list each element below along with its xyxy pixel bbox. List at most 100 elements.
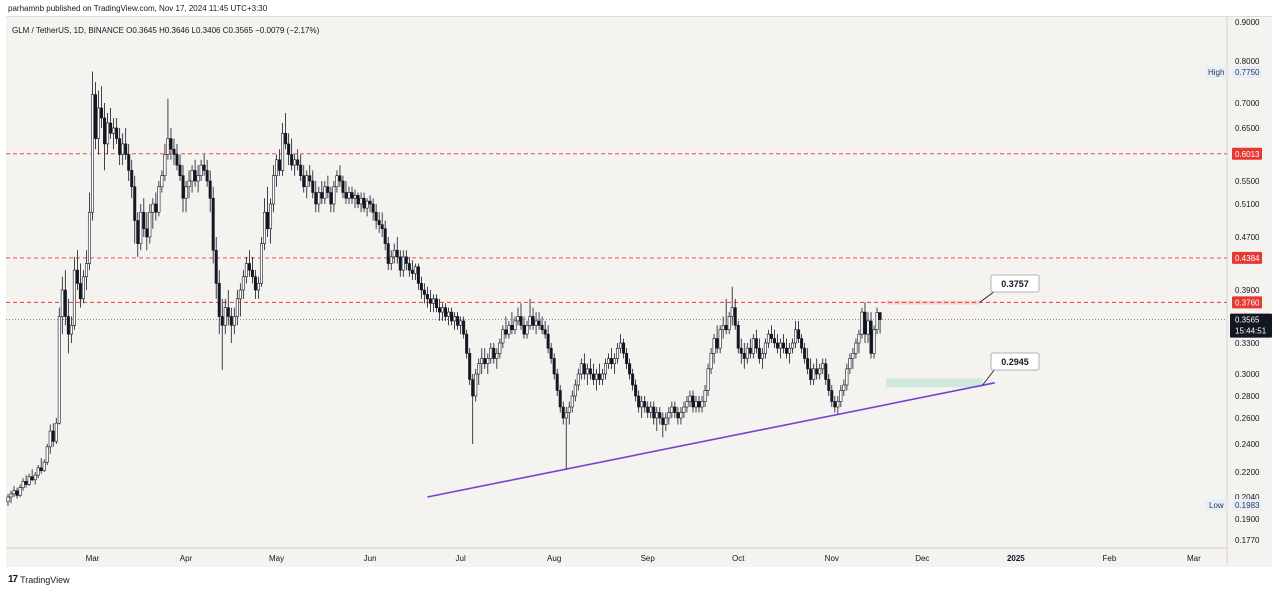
candle-body bbox=[501, 329, 505, 344]
candle-body bbox=[772, 338, 776, 344]
candle-body bbox=[60, 289, 64, 317]
candle-body bbox=[259, 243, 263, 284]
candle-body bbox=[791, 342, 795, 349]
candle-body bbox=[751, 338, 755, 354]
candle-body bbox=[591, 373, 595, 380]
candle-body bbox=[39, 467, 43, 471]
chart-frame[interactable] bbox=[6, 16, 1272, 567]
candle-body bbox=[163, 154, 167, 177]
candle-body bbox=[585, 368, 589, 375]
high-tag-label: High bbox=[1208, 68, 1224, 77]
candle-body bbox=[534, 320, 538, 326]
candle-body bbox=[407, 263, 411, 271]
candle-body bbox=[78, 283, 82, 300]
candle-body bbox=[30, 476, 34, 481]
candle-body bbox=[812, 368, 816, 380]
time-axis-tick: Mar bbox=[1187, 554, 1201, 563]
candle-body bbox=[573, 384, 577, 397]
candle-body bbox=[193, 170, 197, 182]
candle-body bbox=[344, 192, 348, 199]
candle-body bbox=[628, 363, 632, 375]
candle-body bbox=[688, 395, 692, 402]
candle-body bbox=[715, 338, 719, 349]
candle-body bbox=[356, 195, 360, 205]
candle-body bbox=[226, 307, 230, 317]
candle-body bbox=[760, 353, 764, 359]
candle-body bbox=[824, 363, 828, 380]
candle-body bbox=[531, 316, 535, 326]
candle-body bbox=[75, 269, 79, 284]
candle-body bbox=[863, 311, 867, 335]
candle-body bbox=[845, 368, 849, 386]
candle-body bbox=[223, 307, 227, 326]
candle-body bbox=[525, 325, 529, 335]
candle-body bbox=[712, 338, 716, 354]
candle-body bbox=[90, 94, 94, 213]
candle-body bbox=[87, 211, 91, 264]
candle-body bbox=[12, 490, 16, 495]
price-axis-tick: 0.2800 bbox=[1235, 392, 1260, 401]
candle-body bbox=[646, 406, 650, 413]
candle-body bbox=[537, 320, 541, 326]
candle-body bbox=[549, 347, 553, 359]
candle-body bbox=[818, 368, 822, 375]
candle-body bbox=[830, 390, 834, 402]
symbol-name[interactable]: GLM / TetherUS, 1D, BINANCE bbox=[12, 26, 124, 35]
candle-body bbox=[775, 342, 779, 349]
candle-body bbox=[266, 211, 270, 230]
candle-body bbox=[332, 186, 336, 205]
candle-body bbox=[278, 159, 282, 171]
price-axis-tick: 0.3300 bbox=[1235, 339, 1260, 348]
candle-body bbox=[350, 192, 354, 199]
candle-body bbox=[794, 329, 798, 344]
candle-body bbox=[115, 127, 119, 139]
time-axis-tick: Sep bbox=[641, 554, 656, 563]
candle-body bbox=[480, 358, 484, 364]
candle-body bbox=[431, 298, 435, 304]
callout-upper-label: 0.3757 bbox=[1001, 279, 1029, 289]
candle-body bbox=[742, 353, 746, 359]
candle-body bbox=[594, 373, 598, 380]
candle-body bbox=[6, 496, 10, 503]
candle-body bbox=[293, 159, 297, 166]
candle-body bbox=[247, 263, 251, 271]
demand-zone bbox=[886, 378, 983, 388]
candle-body bbox=[214, 249, 218, 284]
candle-body bbox=[428, 298, 432, 304]
candle-body bbox=[401, 256, 405, 271]
candle-body bbox=[441, 307, 445, 313]
candle-body bbox=[468, 353, 472, 380]
candle-body bbox=[709, 353, 713, 370]
candle-body bbox=[739, 347, 743, 354]
tradingview-logo-icon: 17 bbox=[8, 574, 18, 585]
candle-body bbox=[610, 358, 614, 364]
candle-body bbox=[320, 192, 324, 199]
candle-body bbox=[465, 333, 469, 354]
candle-body bbox=[42, 461, 46, 471]
candle-body bbox=[866, 320, 870, 335]
candle-body bbox=[154, 203, 158, 213]
candle-body bbox=[386, 243, 390, 264]
candle-body bbox=[528, 316, 532, 326]
candle-body bbox=[45, 446, 49, 463]
low-tag-box bbox=[1205, 499, 1227, 511]
candle-body bbox=[368, 200, 372, 205]
candle-body bbox=[622, 342, 626, 354]
candle-body bbox=[241, 276, 245, 291]
candle-body bbox=[202, 164, 206, 171]
tradingview-footer[interactable]: 17 TradingView bbox=[8, 574, 70, 585]
candle-body bbox=[576, 373, 580, 386]
candle-body bbox=[875, 312, 879, 331]
candle-body bbox=[136, 220, 140, 244]
candle-body bbox=[748, 347, 752, 354]
candle-body bbox=[724, 325, 728, 331]
candle-body bbox=[106, 122, 110, 145]
candle-body bbox=[253, 276, 257, 291]
candle-body bbox=[178, 164, 182, 177]
candle-body bbox=[269, 203, 273, 230]
candle-body bbox=[380, 224, 384, 230]
price-axis-tick: 0.2040 bbox=[1235, 493, 1260, 502]
candle-body bbox=[290, 154, 294, 166]
candle-body bbox=[81, 276, 85, 300]
